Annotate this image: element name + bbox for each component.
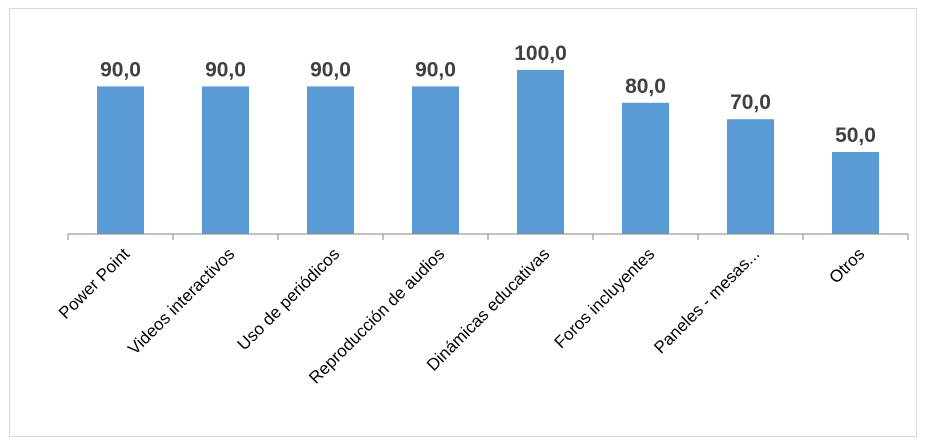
bar	[727, 119, 774, 234]
bar	[517, 70, 564, 234]
data-label: 50,0	[835, 124, 876, 147]
data-label: 70,0	[730, 91, 771, 114]
data-label: 90,0	[310, 58, 351, 81]
data-label: 90,0	[100, 58, 141, 81]
data-labels: 90,0 90,0 90,0 90,0 100,0 80,0 70,0 50,0	[100, 42, 876, 147]
bar	[97, 86, 144, 235]
category-label: Dinámicas educativas	[423, 244, 553, 374]
category-label: Uso de periódicos	[234, 244, 344, 354]
bar	[832, 152, 879, 234]
category-label: Power Point	[55, 244, 133, 322]
bar	[202, 86, 249, 235]
bars-layer	[97, 70, 879, 235]
bar	[307, 86, 354, 235]
bar	[622, 102, 669, 234]
category-label: Foros incluyentes	[551, 244, 659, 352]
category-label: Otros	[826, 244, 869, 287]
category-label: Paneles - mesas...	[650, 244, 763, 357]
x-axis	[67, 233, 909, 240]
data-label: 100,0	[514, 42, 567, 65]
data-label: 90,0	[415, 58, 456, 81]
data-label: 80,0	[625, 75, 666, 98]
bar	[412, 86, 459, 235]
data-label: 90,0	[205, 58, 246, 81]
category-label: Videos interactivos	[124, 244, 238, 358]
